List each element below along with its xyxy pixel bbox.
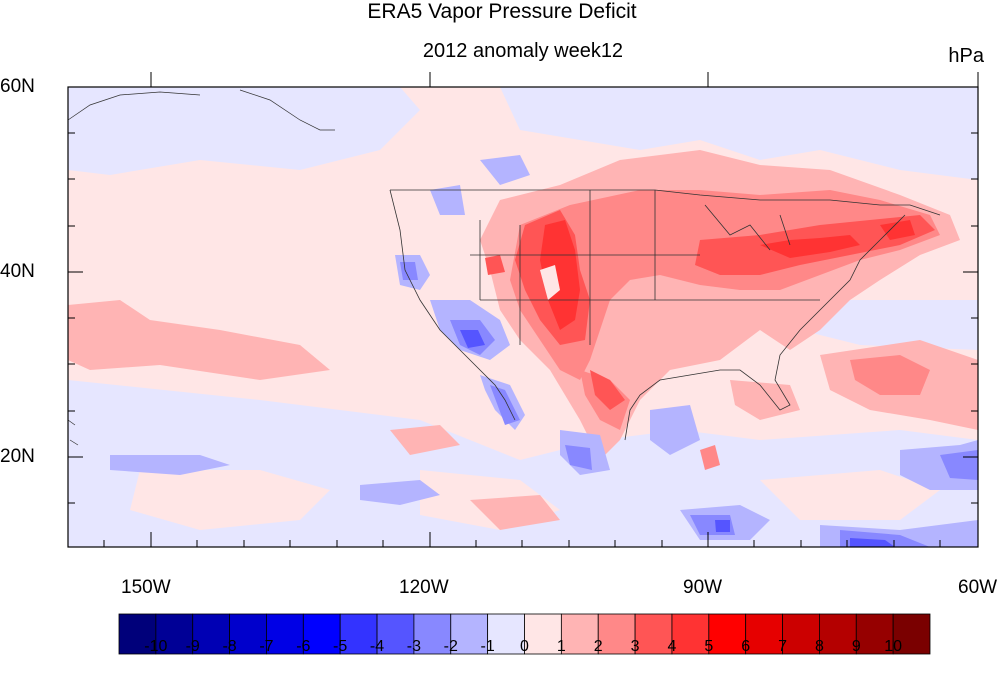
- colorbar-label: 7: [778, 638, 787, 655]
- colorbar-label: 10: [884, 638, 903, 655]
- colorbar-swatch: [855, 613, 894, 655]
- colorbar-label: 0: [520, 638, 529, 655]
- lat-label-40n: 40N: [0, 261, 35, 282]
- colorbar-swatch: [892, 613, 931, 655]
- anomaly-field: [68, 87, 978, 547]
- lon-label-60w: 60W: [958, 577, 998, 598]
- lat-ticks: [68, 86, 978, 504]
- map-title: ERA5 Vapor Pressure Deficit: [367, 0, 637, 23]
- lat-label-60n: 60N: [0, 76, 35, 97]
- colorbar-label: -8: [222, 638, 237, 655]
- lon-ticks: [103, 72, 979, 547]
- colorbar-label: -4: [369, 638, 385, 655]
- lon-label-90w: 90W: [683, 577, 723, 598]
- colorbar-label: 6: [741, 638, 751, 655]
- colorbar-label: -2: [443, 638, 458, 655]
- colorbar-label: -6: [296, 638, 311, 655]
- colorbar-label: 5: [704, 638, 714, 655]
- colorbar-label: 8: [814, 638, 824, 655]
- colorbar-label: -1: [480, 638, 495, 655]
- colorbar-swatch: [708, 613, 747, 655]
- colorbar-swatch: [745, 613, 783, 655]
- colorbar-swatch: [560, 613, 599, 655]
- units-label: hPa: [948, 45, 984, 67]
- lat-label-20n: 20N: [0, 446, 35, 467]
- colorbar-swatch: [634, 613, 673, 655]
- map-frame: [67, 86, 979, 548]
- colorbar-label: -3: [406, 638, 422, 655]
- colorbar-label: -10: [144, 638, 168, 655]
- lon-label-120w: 120W: [399, 577, 449, 598]
- colorbar-swatch: [118, 613, 157, 655]
- colorbar-swatch: [597, 613, 636, 655]
- colorbar-label: 2: [593, 638, 603, 655]
- colorbar-label: 4: [667, 638, 677, 655]
- colorbar-label: 1: [556, 638, 566, 655]
- colorbar-label: 3: [630, 638, 640, 655]
- colorbar-swatch: [339, 613, 378, 655]
- lon-label-150w: 150W: [121, 577, 171, 598]
- colorbar: [118, 613, 931, 655]
- colorbar-swatch: [302, 613, 341, 655]
- colorbar-swatch: [229, 613, 267, 655]
- colorbar-swatch: [266, 613, 304, 655]
- colorbar-swatch: [782, 613, 820, 655]
- colorbar-swatch: [487, 613, 525, 655]
- colorbar-swatch: [376, 613, 415, 655]
- map-subtitle: 2012 anomaly week12: [422, 40, 624, 62]
- colorbar-swatch: [524, 613, 562, 655]
- colorbar-swatch: [413, 613, 452, 655]
- colorbar-swatch: [155, 613, 194, 655]
- colorbar-label: -7: [259, 638, 274, 655]
- colorbar-label: -5: [333, 638, 348, 655]
- colorbar-swatch: [450, 613, 489, 655]
- colorbar-label: 9: [851, 638, 861, 655]
- colorbar-swatch: [819, 613, 857, 655]
- colorbar-label: -9: [185, 638, 200, 655]
